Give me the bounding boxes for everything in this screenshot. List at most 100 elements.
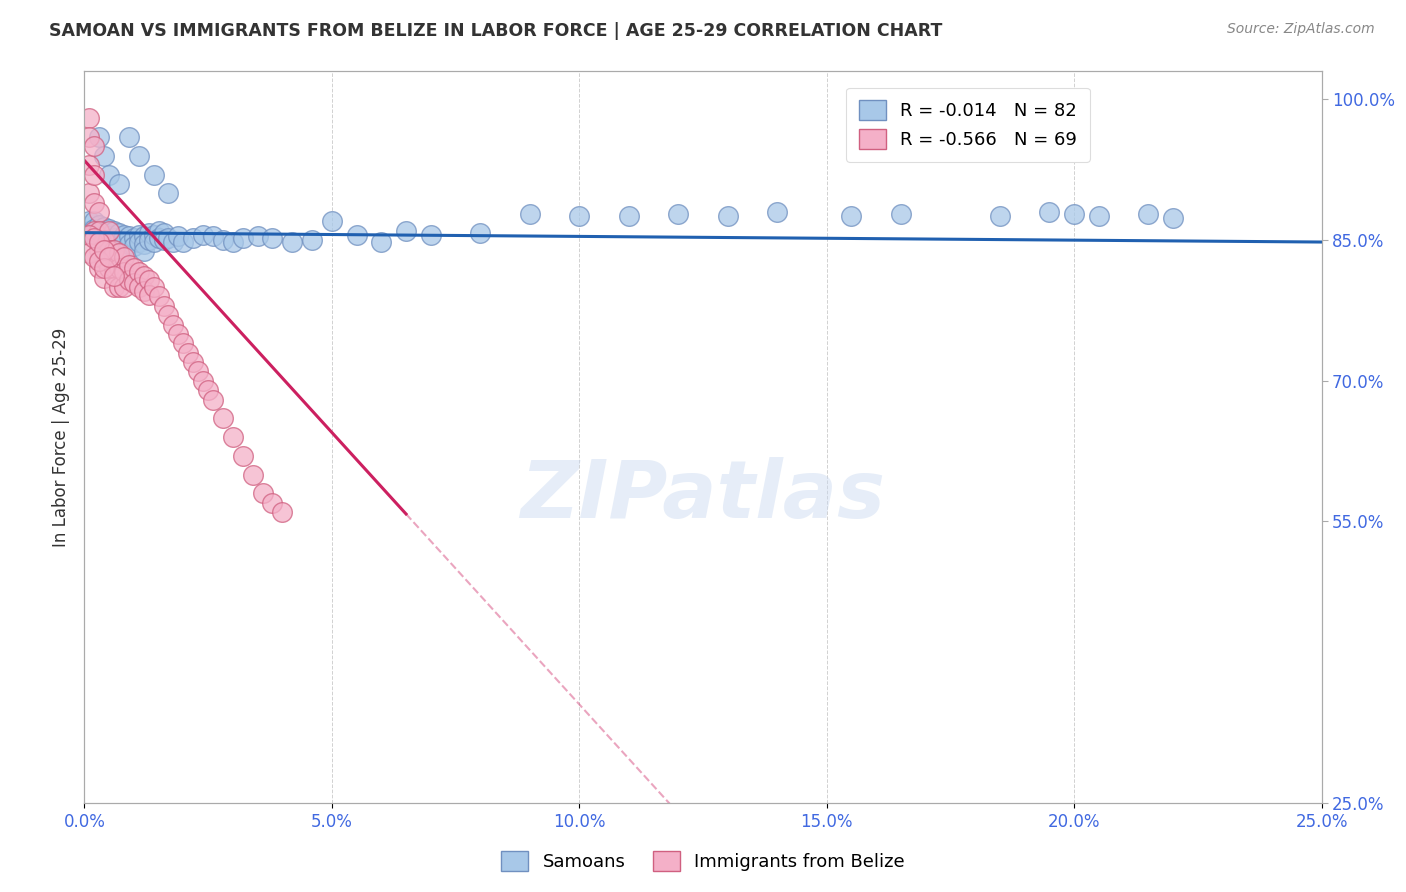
- Point: [157, 231, 180, 245]
- Point: [98, 243, 121, 257]
- Point: [103, 280, 125, 294]
- Point: [79, 112, 101, 126]
- Point: [191, 227, 214, 242]
- Point: [89, 233, 111, 247]
- Point: [162, 235, 184, 249]
- Point: [93, 252, 115, 266]
- Point: [93, 235, 115, 249]
- Point: [83, 195, 105, 210]
- Point: [167, 326, 190, 341]
- Point: [103, 224, 125, 238]
- Point: [89, 224, 111, 238]
- Point: [108, 246, 131, 260]
- Point: [83, 226, 105, 240]
- Point: [177, 345, 200, 359]
- Point: [1161, 211, 1184, 225]
- Point: [172, 235, 194, 249]
- Point: [841, 209, 863, 223]
- Point: [246, 229, 269, 244]
- Point: [118, 130, 141, 145]
- Point: [142, 280, 165, 294]
- Point: [128, 149, 150, 163]
- Point: [181, 231, 204, 245]
- Point: [132, 236, 155, 251]
- Point: [83, 231, 105, 245]
- Point: [346, 227, 368, 242]
- Point: [83, 224, 105, 238]
- Point: [157, 308, 180, 322]
- Point: [79, 214, 101, 228]
- Point: [132, 268, 155, 283]
- Point: [112, 235, 135, 249]
- Text: Source: ZipAtlas.com: Source: ZipAtlas.com: [1227, 22, 1375, 37]
- Point: [112, 243, 135, 257]
- Point: [83, 214, 105, 228]
- Point: [191, 374, 214, 388]
- Y-axis label: In Labor Force | Age 25-29: In Labor Force | Age 25-29: [52, 327, 70, 547]
- Point: [89, 226, 111, 240]
- Point: [93, 233, 115, 247]
- Point: [83, 222, 105, 236]
- Point: [142, 235, 165, 249]
- Point: [89, 253, 111, 268]
- Point: [108, 226, 131, 240]
- Point: [232, 449, 254, 463]
- Point: [128, 280, 150, 294]
- Point: [212, 411, 235, 425]
- Point: [142, 168, 165, 182]
- Point: [271, 505, 294, 519]
- Point: [519, 207, 541, 221]
- Point: [83, 229, 105, 244]
- Point: [122, 277, 145, 291]
- Point: [152, 299, 174, 313]
- Point: [197, 383, 219, 397]
- Point: [202, 229, 225, 244]
- Point: [103, 231, 125, 245]
- Point: [172, 336, 194, 351]
- Point: [181, 355, 204, 369]
- Point: [98, 168, 121, 182]
- Point: [470, 226, 492, 240]
- Legend: R = -0.014   N = 82, R = -0.566   N = 69: R = -0.014 N = 82, R = -0.566 N = 69: [846, 87, 1090, 161]
- Point: [98, 224, 121, 238]
- Point: [108, 280, 131, 294]
- Point: [162, 318, 184, 332]
- Point: [93, 270, 115, 285]
- Point: [112, 227, 135, 242]
- Point: [262, 496, 284, 510]
- Point: [138, 226, 160, 240]
- Point: [89, 130, 111, 145]
- Point: [148, 224, 170, 238]
- Point: [617, 209, 640, 223]
- Point: [148, 231, 170, 245]
- Text: SAMOAN VS IMMIGRANTS FROM BELIZE IN LABOR FORCE | AGE 25-29 CORRELATION CHART: SAMOAN VS IMMIGRANTS FROM BELIZE IN LABO…: [49, 22, 942, 40]
- Point: [108, 233, 131, 247]
- Point: [157, 186, 180, 201]
- Point: [1137, 207, 1160, 221]
- Point: [118, 236, 141, 251]
- Point: [112, 250, 135, 264]
- Point: [98, 222, 121, 236]
- Point: [98, 236, 121, 251]
- Point: [419, 227, 441, 242]
- Point: [118, 229, 141, 244]
- Point: [79, 246, 101, 260]
- Point: [666, 207, 689, 221]
- Point: [301, 233, 323, 247]
- Point: [93, 261, 115, 276]
- Point: [89, 218, 111, 232]
- Point: [89, 205, 111, 219]
- Point: [568, 209, 591, 223]
- Legend: Samoans, Immigrants from Belize: Samoans, Immigrants from Belize: [494, 844, 912, 879]
- Point: [128, 265, 150, 279]
- Point: [132, 284, 155, 298]
- Point: [93, 149, 115, 163]
- Point: [202, 392, 225, 407]
- Point: [370, 235, 392, 249]
- Point: [98, 261, 121, 276]
- Point: [79, 227, 101, 242]
- Point: [321, 214, 343, 228]
- Point: [89, 261, 111, 276]
- Point: [79, 158, 101, 172]
- Point: [128, 227, 150, 242]
